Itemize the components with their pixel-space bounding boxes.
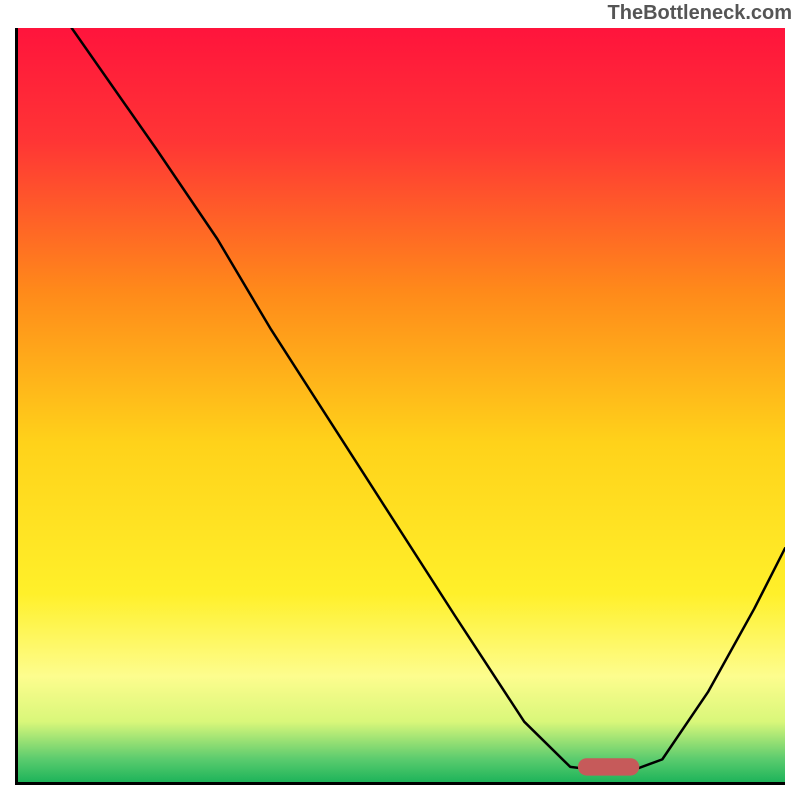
chart-container: TheBottleneck.com [0, 0, 800, 800]
valley-marker [578, 758, 639, 775]
plot-area [15, 28, 785, 785]
gradient-bg [18, 28, 785, 782]
chart-svg [18, 28, 785, 782]
watermark-text: TheBottleneck.com [608, 2, 792, 25]
